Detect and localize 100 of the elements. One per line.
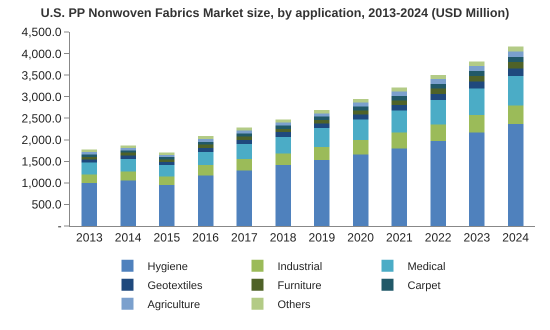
- legend-label: Hygiene: [148, 261, 188, 274]
- legend-label: Geotextiles: [148, 280, 204, 292]
- bar: [469, 71, 485, 76]
- bar: [392, 132, 408, 148]
- bar: [120, 172, 136, 181]
- x-tick-label: 2015: [154, 230, 181, 244]
- legend-label: Others: [278, 299, 312, 312]
- bar: [120, 152, 136, 156]
- bar: [352, 120, 368, 140]
- bar: [430, 84, 446, 89]
- y-tick-label: 3,000.0: [22, 90, 62, 104]
- x-tick-label: 2019: [308, 230, 336, 244]
- y-tick-label: -: [58, 219, 62, 234]
- bar: [120, 155, 136, 159]
- bar: [508, 62, 524, 69]
- bar: [469, 81, 485, 88]
- bar: [236, 144, 252, 159]
- x-tick-label: 2023: [464, 230, 491, 244]
- bar: [469, 132, 485, 226]
- bar: [314, 147, 330, 160]
- bar: [430, 74, 446, 80]
- bar: [82, 174, 98, 183]
- bar: [392, 104, 408, 111]
- bar: [430, 94, 446, 100]
- x-tick-label: 2014: [114, 230, 142, 244]
- bar: [508, 56, 524, 62]
- x-tick-label: 2021: [386, 230, 414, 244]
- bar: [275, 136, 291, 154]
- bar: [430, 88, 446, 94]
- bar: [236, 134, 252, 137]
- bar: [275, 126, 291, 129]
- bar: [82, 159, 98, 163]
- y-tick-label: 2,500.0: [22, 111, 62, 126]
- bar: [120, 145, 136, 148]
- bar: [198, 138, 214, 142]
- legend-label: Agriculture: [148, 299, 200, 312]
- bar: [352, 99, 368, 103]
- bar: [469, 61, 485, 66]
- legend-label: Furniture: [278, 280, 322, 292]
- bar: [314, 123, 330, 128]
- bar: [314, 116, 330, 120]
- bar: [198, 148, 214, 152]
- bar: [198, 152, 214, 166]
- bar: [469, 66, 485, 72]
- chart-title: U.S. PP Nonwoven Fabrics Market size, by application, 2013-2024 (USD Million): [40, 6, 510, 20]
- bar: [236, 158, 252, 170]
- y-tick-label: 3,500.0: [22, 68, 62, 82]
- y-tick-label: 500.0: [32, 198, 62, 212]
- bar: [82, 162, 98, 175]
- y-tick-label: 1,000.0: [22, 176, 62, 190]
- legend-label: Medical: [408, 261, 446, 274]
- x-tick-label: 2022: [424, 230, 452, 244]
- bar: [159, 185, 175, 226]
- legend-label: Carpet: [408, 280, 441, 292]
- bar: [236, 140, 252, 144]
- bar: [314, 128, 330, 148]
- bar: [82, 182, 98, 226]
- bar: [352, 140, 368, 155]
- bar: [236, 128, 252, 131]
- bar: [508, 76, 524, 106]
- x-tick-label: 2013: [76, 230, 104, 244]
- bar: [120, 158, 136, 172]
- bar: [198, 136, 214, 139]
- bar: [120, 180, 136, 226]
- bar: [392, 148, 408, 226]
- x-tick-label: 2020: [347, 230, 374, 244]
- legend-label: Industrial: [278, 261, 322, 274]
- bar: [352, 154, 368, 226]
- bar: [508, 105, 524, 124]
- bar: [314, 160, 330, 226]
- bar: [275, 164, 291, 226]
- bar: [469, 114, 485, 133]
- bar: [275, 119, 291, 122]
- bar: [159, 159, 175, 162]
- x-tick-label: 2018: [270, 230, 297, 244]
- y-tick-label: 2,000.0: [22, 132, 62, 147]
- bar: [430, 100, 446, 125]
- bar: [392, 88, 408, 92]
- y-tick-label: 4,000.0: [22, 46, 62, 61]
- bar: [392, 96, 408, 100]
- bar: [352, 102, 368, 107]
- bar: [236, 136, 252, 140]
- bar: [159, 162, 175, 165]
- bar: [275, 122, 291, 126]
- bar: [236, 130, 252, 134]
- bar: [314, 120, 330, 124]
- bar: [430, 141, 446, 226]
- bar: [508, 52, 524, 57]
- bar: [352, 106, 368, 110]
- bar: [314, 110, 330, 114]
- x-tick-label: 2016: [192, 230, 220, 244]
- y-tick-label: 4,500.0: [22, 25, 62, 40]
- bar: [275, 132, 291, 137]
- bar: [159, 164, 175, 176]
- bar: [120, 148, 136, 150]
- x-tick-label: 2024: [502, 230, 530, 244]
- bar: [352, 110, 368, 114]
- bar: [352, 114, 368, 120]
- bar: [469, 76, 485, 82]
- bar: [508, 124, 524, 226]
